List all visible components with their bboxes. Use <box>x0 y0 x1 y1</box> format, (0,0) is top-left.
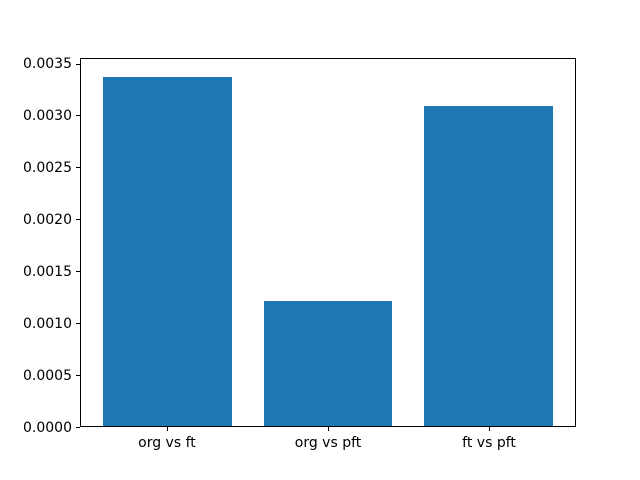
y-tick-mark <box>76 63 80 65</box>
x-tick-mark <box>489 427 491 431</box>
y-tick-mark <box>76 219 80 221</box>
y-tick-label: 0.0000 <box>23 419 72 436</box>
x-tick-label: ft vs pft <box>462 435 516 451</box>
y-tick-mark <box>76 375 80 377</box>
bar-org-vs-ft <box>103 76 232 426</box>
bar-org-vs-pft <box>263 301 393 426</box>
y-tick-mark <box>76 427 80 428</box>
y-tick-label: 0.0010 <box>23 315 72 332</box>
y-tick-label: 0.0030 <box>23 107 72 124</box>
y-tick-mark <box>76 167 80 169</box>
x-tick-label: org vs pft <box>294 435 362 451</box>
y-tick-label: 0.0005 <box>23 367 72 384</box>
x-tick-mark <box>166 427 168 431</box>
y-tick-label: 0.0035 <box>23 56 72 72</box>
y-tick-label: 0.0025 <box>23 159 72 176</box>
x-tick-label: org vs ft <box>138 435 196 451</box>
plot-area <box>80 58 576 427</box>
bar-ft-vs-pft <box>424 105 553 426</box>
y-tick-label: 0.0020 <box>23 211 72 228</box>
y-tick-label: 0.0015 <box>23 263 72 280</box>
y-tick-mark <box>76 115 80 117</box>
x-tick-mark <box>328 427 329 431</box>
y-tick-mark <box>76 271 80 273</box>
y-tick-mark <box>76 323 80 325</box>
